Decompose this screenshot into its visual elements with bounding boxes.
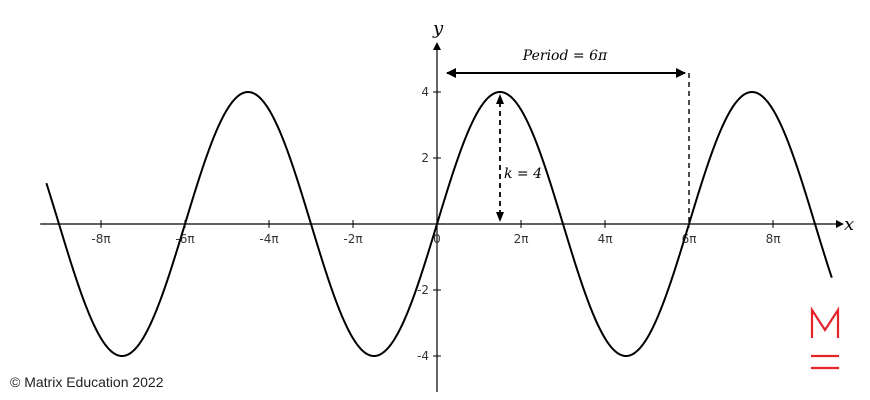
y-tick-label: -2 <box>417 283 429 297</box>
x-tick-label: 0 <box>433 232 441 246</box>
x-tick-label: 2π <box>514 232 529 246</box>
y-axis-arrow <box>433 42 441 50</box>
y-axis-label: y <box>432 18 444 39</box>
period-label: Period = 6π <box>522 48 608 64</box>
sine-curve <box>45 90 833 358</box>
x-tick-label: -8π <box>91 232 110 246</box>
x-axis-label: x <box>844 214 854 235</box>
x-tick-label: 4π <box>598 232 613 246</box>
x-tick-label: 8π <box>766 232 781 246</box>
x-tick-label: -4π <box>259 232 278 246</box>
y-tick-label: -4 <box>417 349 429 363</box>
axes: xy <box>40 18 854 392</box>
y-tick-label: 4 <box>421 85 429 99</box>
copyright-text: © Matrix Education 2022 <box>10 374 164 390</box>
matrix-logo-icon <box>810 306 840 370</box>
amplitude-arrow-top <box>496 94 504 104</box>
curve-layer <box>45 90 833 358</box>
annotations: Period = 6π k = 4 <box>446 48 690 224</box>
amplitude-arrow-bottom <box>496 212 504 222</box>
x-axis-arrow <box>836 220 844 228</box>
amplitude-label: k = 4 <box>504 166 542 182</box>
x-tick-label: -2π <box>343 232 362 246</box>
logo-m <box>810 306 840 338</box>
y-tick-label: 2 <box>421 151 429 165</box>
